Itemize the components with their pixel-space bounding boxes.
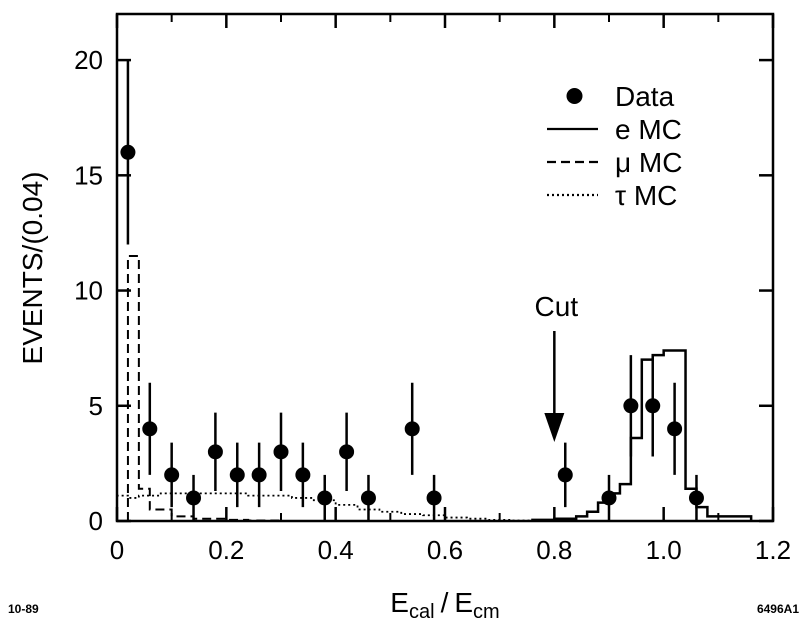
x-axis-title-sep: / bbox=[441, 587, 449, 618]
data-point bbox=[645, 398, 661, 414]
data-point bbox=[557, 467, 573, 483]
x-axis-title: Ecal / Ecm bbox=[390, 587, 499, 623]
data-point bbox=[186, 490, 202, 506]
data-point bbox=[295, 467, 311, 483]
cut-label: Cut bbox=[535, 291, 579, 322]
x-tick-label: 1.2 bbox=[755, 535, 791, 565]
tau-mc-histogram bbox=[116, 492, 545, 522]
data-point bbox=[251, 467, 267, 483]
y-tick-labels: 0 5 10 15 20 bbox=[74, 45, 103, 536]
data-point bbox=[317, 490, 333, 506]
cut-arrow-head bbox=[544, 413, 565, 442]
data-point bbox=[120, 144, 136, 160]
x-axis-title-e2: E bbox=[454, 587, 473, 618]
legend-label: Data bbox=[615, 81, 675, 112]
y-axis-title: EVENTS/(0.04) bbox=[17, 172, 48, 365]
mu-mc-line bbox=[126, 254, 282, 522]
x-axis-title-e1: E bbox=[390, 587, 409, 618]
x-axis-title-sub2: cm bbox=[473, 601, 500, 623]
data-point bbox=[360, 490, 376, 506]
x-tick-labels: 0 0.2 0.4 0.6 0.8 1.0 1.2 bbox=[110, 535, 791, 565]
x-tick-label: 0.2 bbox=[208, 535, 244, 565]
x-axis-title-sub1: cal bbox=[409, 601, 435, 623]
figure-code-left: 10-89 bbox=[8, 602, 39, 616]
data-point bbox=[142, 421, 158, 437]
x-tick-label: 0.8 bbox=[536, 535, 572, 565]
tau-mc-line bbox=[116, 492, 545, 522]
y-tick-label: 20 bbox=[74, 45, 103, 75]
legend-label: τ MC bbox=[615, 180, 677, 211]
data-point bbox=[207, 444, 223, 460]
data-point bbox=[623, 398, 639, 414]
data-point bbox=[164, 467, 180, 483]
data-point bbox=[339, 444, 355, 460]
y-tick-label: 5 bbox=[89, 391, 103, 421]
data-points bbox=[120, 60, 704, 521]
data-point bbox=[229, 467, 245, 483]
y-tick-label: 0 bbox=[89, 506, 103, 536]
x-tick-label: 1.0 bbox=[646, 535, 682, 565]
legend-marker-data bbox=[566, 88, 583, 104]
mu-mc-histogram bbox=[126, 254, 282, 522]
y-tick-label: 15 bbox=[74, 160, 103, 190]
x-tick-label: 0.6 bbox=[427, 535, 463, 565]
figure-code-right: 6496A1 bbox=[757, 602, 799, 616]
legend-label: μ MC bbox=[615, 147, 682, 178]
data-point bbox=[688, 490, 704, 506]
data-point bbox=[667, 421, 683, 437]
y-tick-label: 10 bbox=[74, 276, 103, 306]
legend-label: e MC bbox=[615, 114, 682, 145]
x-tick-label: 0 bbox=[110, 535, 124, 565]
data-point bbox=[601, 490, 617, 506]
cut-annotation: Cut bbox=[535, 291, 579, 442]
data-point bbox=[426, 490, 442, 506]
data-point bbox=[273, 444, 289, 460]
x-tick-label: 0.4 bbox=[318, 535, 354, 565]
data-point bbox=[404, 421, 420, 437]
